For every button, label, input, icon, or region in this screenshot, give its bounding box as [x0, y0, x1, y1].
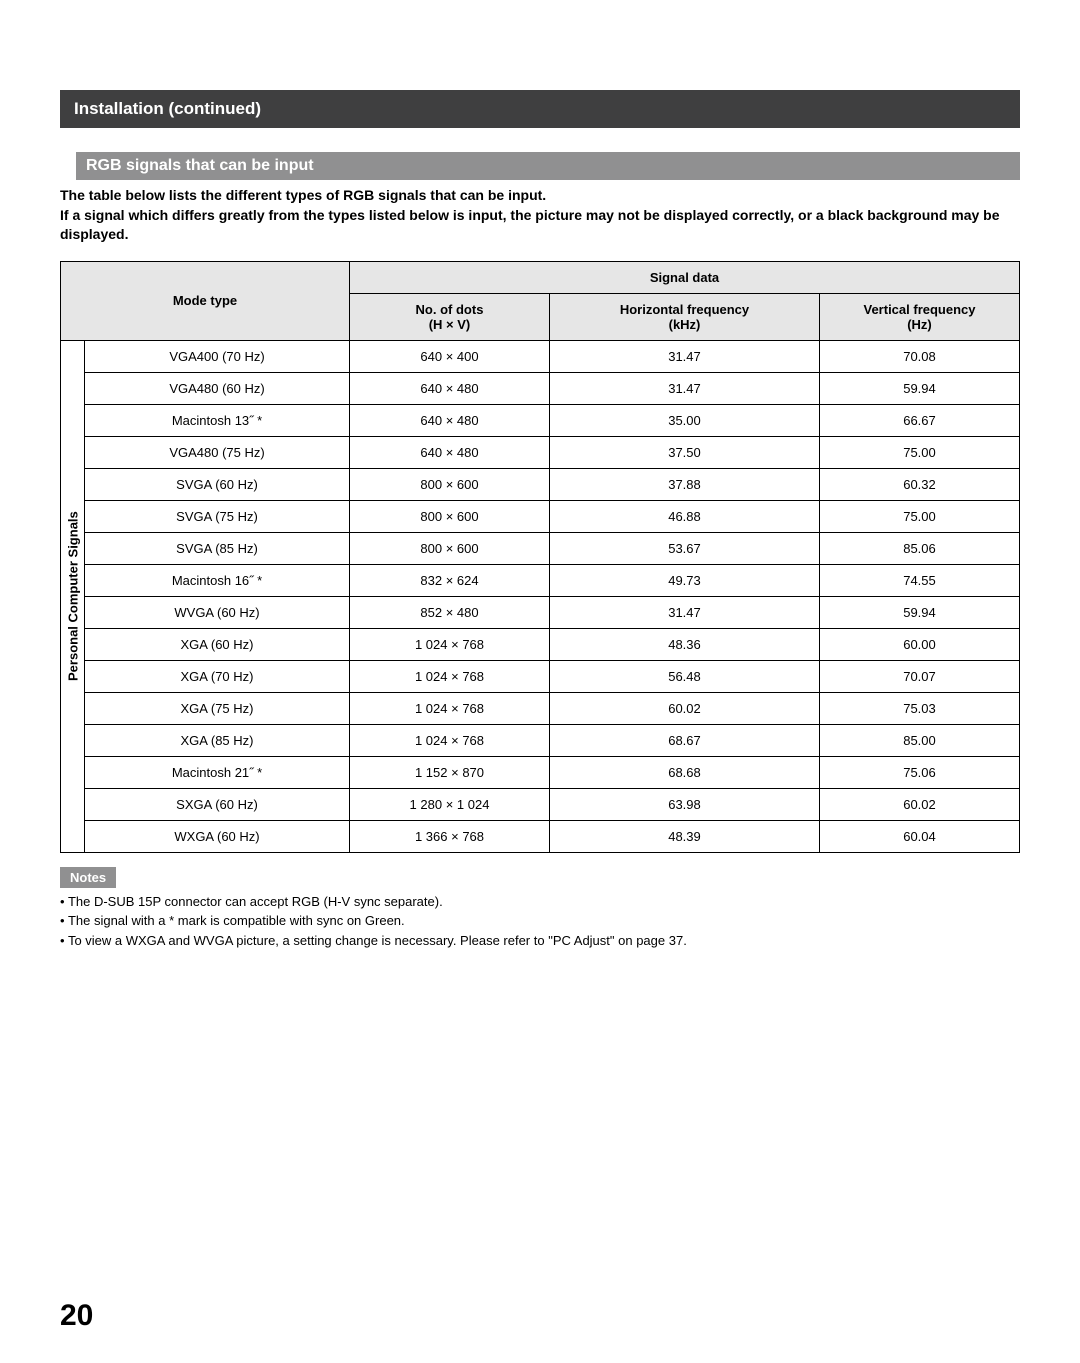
cell-vfreq: 70.07 [820, 660, 1020, 692]
table-body: Personal Computer SignalsVGA400 (70 Hz)6… [61, 340, 1020, 852]
cell-dots: 1 024 × 768 [350, 692, 550, 724]
note-item: The D-SUB 15P connector can accept RGB (… [60, 892, 1020, 912]
cell-hfreq: 48.36 [550, 628, 820, 660]
cell-vfreq: 60.00 [820, 628, 1020, 660]
cell-dots: 640 × 400 [350, 340, 550, 372]
th-mode: Mode type [61, 261, 350, 340]
notes-label: Notes [60, 867, 116, 888]
cell-mode: XGA (70 Hz) [85, 660, 350, 692]
cell-mode: SVGA (75 Hz) [85, 500, 350, 532]
rgb-signals-table: Mode type Signal data No. of dots(H × V)… [60, 261, 1020, 853]
cell-mode: Macintosh 13˝ * [85, 404, 350, 436]
table-row: WVGA (60 Hz)852 × 48031.4759.94 [61, 596, 1020, 628]
cell-hfreq: 37.88 [550, 468, 820, 500]
cell-mode: WVGA (60 Hz) [85, 596, 350, 628]
subsection-header: RGB signals that can be input [76, 152, 1020, 180]
cell-dots: 640 × 480 [350, 404, 550, 436]
cell-mode: Macintosh 16˝ * [85, 564, 350, 596]
cell-dots: 1 024 × 768 [350, 724, 550, 756]
cell-dots: 1 024 × 768 [350, 628, 550, 660]
cell-vfreq: 75.06 [820, 756, 1020, 788]
cell-dots: 800 × 600 [350, 468, 550, 500]
table-row: VGA480 (75 Hz)640 × 48037.5075.00 [61, 436, 1020, 468]
cell-hfreq: 31.47 [550, 340, 820, 372]
cell-vfreq: 85.00 [820, 724, 1020, 756]
cell-mode: XGA (85 Hz) [85, 724, 350, 756]
note-item: The signal with a * mark is compatible w… [60, 911, 1020, 931]
table-row: XGA (75 Hz)1 024 × 76860.0275.03 [61, 692, 1020, 724]
cell-dots: 640 × 480 [350, 372, 550, 404]
table-row: XGA (85 Hz)1 024 × 76868.6785.00 [61, 724, 1020, 756]
cell-vfreq: 60.02 [820, 788, 1020, 820]
cell-hfreq: 49.73 [550, 564, 820, 596]
cell-hfreq: 56.48 [550, 660, 820, 692]
table-row: Macintosh 16˝ *832 × 62449.7374.55 [61, 564, 1020, 596]
table-row: XGA (70 Hz)1 024 × 76856.4870.07 [61, 660, 1020, 692]
cell-hfreq: 35.00 [550, 404, 820, 436]
cell-dots: 852 × 480 [350, 596, 550, 628]
th-hfreq: Horizontal frequency(kHz) [550, 293, 820, 340]
cell-vfreq: 75.00 [820, 436, 1020, 468]
th-dots: No. of dots(H × V) [350, 293, 550, 340]
cell-hfreq: 68.67 [550, 724, 820, 756]
table-row: SXGA (60 Hz)1 280 × 1 02463.9860.02 [61, 788, 1020, 820]
note-item: To view a WXGA and WVGA picture, a setti… [60, 931, 1020, 951]
table-row: SVGA (85 Hz)800 × 60053.6785.06 [61, 532, 1020, 564]
table-row: VGA480 (60 Hz)640 × 48031.4759.94 [61, 372, 1020, 404]
notes-list: The D-SUB 15P connector can accept RGB (… [60, 892, 1020, 951]
cell-dots: 640 × 480 [350, 436, 550, 468]
cell-vfreq: 59.94 [820, 596, 1020, 628]
cell-hfreq: 63.98 [550, 788, 820, 820]
cell-mode: SVGA (60 Hz) [85, 468, 350, 500]
cell-mode: XGA (60 Hz) [85, 628, 350, 660]
table-row: WXGA (60 Hz)1 366 × 76848.3960.04 [61, 820, 1020, 852]
intro-text: The table below lists the different type… [60, 186, 1020, 245]
section-header: Installation (continued) [60, 90, 1020, 128]
table-row: XGA (60 Hz)1 024 × 76848.3660.00 [61, 628, 1020, 660]
cell-dots: 832 × 624 [350, 564, 550, 596]
cell-vfreq: 74.55 [820, 564, 1020, 596]
cell-dots: 800 × 600 [350, 500, 550, 532]
cell-vfreq: 75.03 [820, 692, 1020, 724]
cell-mode: VGA480 (60 Hz) [85, 372, 350, 404]
cell-hfreq: 60.02 [550, 692, 820, 724]
cell-mode: WXGA (60 Hz) [85, 820, 350, 852]
cell-mode: Macintosh 21˝ * [85, 756, 350, 788]
cell-vfreq: 60.04 [820, 820, 1020, 852]
cell-dots: 1 280 × 1 024 [350, 788, 550, 820]
cell-hfreq: 31.47 [550, 372, 820, 404]
cell-dots: 1 366 × 768 [350, 820, 550, 852]
cell-dots: 1 152 × 870 [350, 756, 550, 788]
cell-hfreq: 48.39 [550, 820, 820, 852]
cell-hfreq: 46.88 [550, 500, 820, 532]
cell-vfreq: 70.08 [820, 340, 1020, 372]
cell-mode: VGA400 (70 Hz) [85, 340, 350, 372]
th-signal-data: Signal data [350, 261, 1020, 293]
cell-mode: SXGA (60 Hz) [85, 788, 350, 820]
table-row: Personal Computer SignalsVGA400 (70 Hz)6… [61, 340, 1020, 372]
table-row: SVGA (75 Hz)800 × 60046.8875.00 [61, 500, 1020, 532]
cell-mode: VGA480 (75 Hz) [85, 436, 350, 468]
table-row: Macintosh 13˝ *640 × 48035.0066.67 [61, 404, 1020, 436]
page-number: 20 [60, 1299, 93, 1333]
th-vfreq: Vertical frequency(Hz) [820, 293, 1020, 340]
cell-vfreq: 75.00 [820, 500, 1020, 532]
table-row: SVGA (60 Hz)800 × 60037.8860.32 [61, 468, 1020, 500]
cell-hfreq: 31.47 [550, 596, 820, 628]
cell-vfreq: 66.67 [820, 404, 1020, 436]
cell-mode: XGA (75 Hz) [85, 692, 350, 724]
cell-vfreq: 60.32 [820, 468, 1020, 500]
cell-hfreq: 53.67 [550, 532, 820, 564]
table-row: Macintosh 21˝ *1 152 × 87068.6875.06 [61, 756, 1020, 788]
cell-hfreq: 68.68 [550, 756, 820, 788]
cell-vfreq: 85.06 [820, 532, 1020, 564]
cell-dots: 800 × 600 [350, 532, 550, 564]
cell-dots: 1 024 × 768 [350, 660, 550, 692]
cell-hfreq: 37.50 [550, 436, 820, 468]
vertical-label: Personal Computer Signals [61, 340, 85, 852]
cell-vfreq: 59.94 [820, 372, 1020, 404]
cell-mode: SVGA (85 Hz) [85, 532, 350, 564]
